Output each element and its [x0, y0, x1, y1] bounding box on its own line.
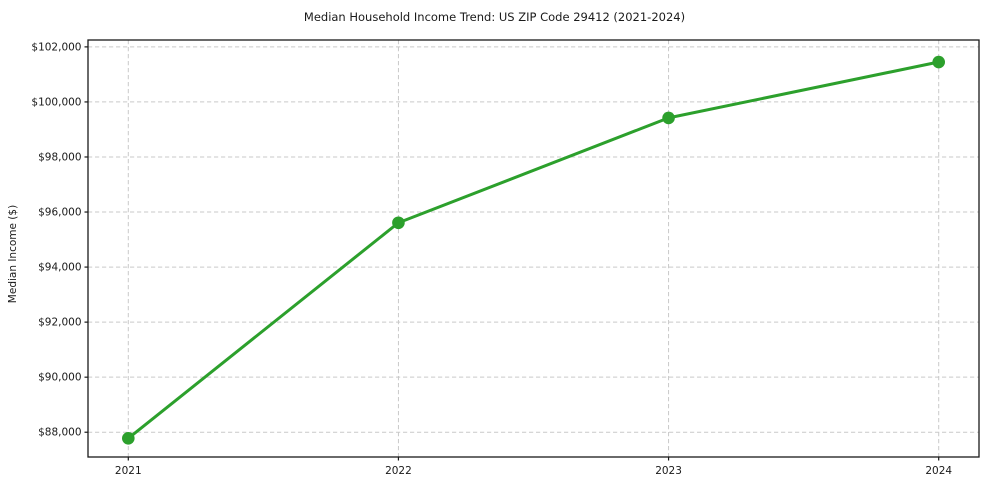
x-tick-label: 2021	[115, 465, 142, 477]
chart-title: Median Household Income Trend: US ZIP Co…	[303, 10, 686, 24]
data-point-2024	[932, 55, 945, 69]
trend-line	[126, 60, 941, 440]
y-tick-label: $102,000	[31, 41, 81, 53]
y-tick-label: $90,000	[38, 372, 81, 384]
data-point-2021	[122, 431, 135, 445]
y-tick-label: $88,000	[38, 427, 81, 439]
x-tick-label: 2022	[385, 465, 412, 477]
data-point-2022	[392, 216, 405, 230]
y-tick-label: $96,000	[38, 207, 81, 219]
data-point-2023	[662, 111, 675, 125]
y-tick-label: $92,000	[38, 317, 81, 329]
x-tick-label: 2023	[655, 465, 682, 477]
y-tick-label: $94,000	[38, 262, 81, 274]
y-tick-label: $98,000	[38, 151, 81, 163]
y-tick-label: $100,000	[31, 96, 81, 108]
plot-border	[87, 39, 980, 458]
x-tick-label: 2024	[925, 465, 952, 477]
